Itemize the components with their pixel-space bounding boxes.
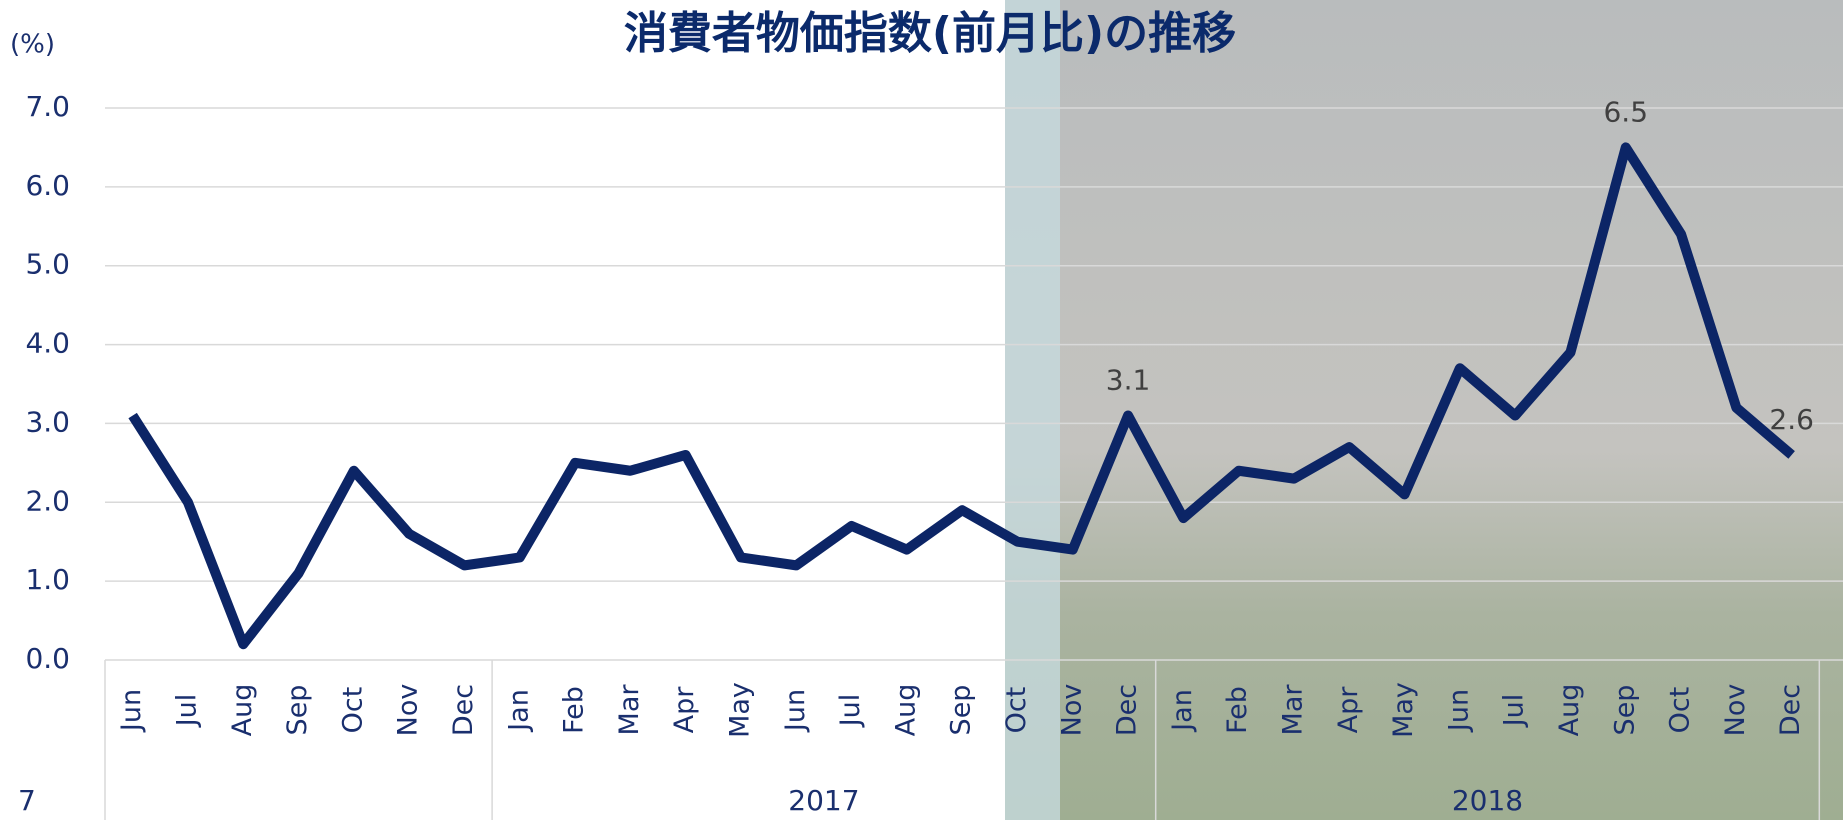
data-label: 2.6 bbox=[1769, 403, 1814, 436]
y-tick-label: 6.0 bbox=[25, 169, 70, 202]
data-label: 3.1 bbox=[1106, 364, 1151, 397]
y-tick-label: 2.0 bbox=[25, 484, 70, 517]
y-tick-label: 5.0 bbox=[25, 248, 70, 281]
x-tick-label: Apr bbox=[1333, 686, 1364, 734]
y-tick-label: 7.0 bbox=[25, 90, 70, 123]
x-tick-label: Mar bbox=[1277, 684, 1308, 736]
x-tick-label: Feb bbox=[1222, 686, 1253, 734]
x-tick-label: Dec bbox=[1112, 684, 1143, 736]
x-tick-label: Jan bbox=[1167, 689, 1198, 733]
x-tick-label: Nov bbox=[393, 684, 424, 737]
y-tick-label: 4.0 bbox=[25, 327, 70, 360]
background-sky bbox=[1005, 0, 1060, 820]
x-tick-label: Aug bbox=[1554, 684, 1585, 737]
x-tick-label: Nov bbox=[1056, 684, 1087, 737]
x-tick-label: Jul bbox=[171, 694, 202, 729]
page-number: 7 bbox=[18, 784, 36, 817]
chart-title: 消費者物価指数(前月比)の推移 bbox=[624, 8, 1236, 59]
x-tick-label: May bbox=[1388, 682, 1419, 738]
x-tick-label: Jun bbox=[1443, 689, 1474, 733]
x-tick-label: Aug bbox=[227, 684, 258, 737]
x-tick-label: Mar bbox=[614, 684, 645, 736]
x-tick-label: Jul bbox=[835, 694, 866, 729]
y-tick-label: 0.0 bbox=[25, 642, 70, 675]
x-tick-label: Jun bbox=[116, 689, 147, 733]
x-tick-label: Feb bbox=[559, 686, 590, 734]
y-tick-label: 3.0 bbox=[25, 405, 70, 438]
x-tick-label: Sep bbox=[1609, 685, 1640, 736]
x-tick-label: Sep bbox=[282, 685, 313, 736]
x-tick-label: Aug bbox=[890, 684, 921, 737]
data-line bbox=[128, 142, 1795, 650]
x-tick-label: Jun bbox=[780, 689, 811, 733]
x-tick-label: Oct bbox=[1001, 687, 1032, 734]
x-tick-label: Nov bbox=[1720, 684, 1751, 737]
y-axis-label: (%) bbox=[10, 30, 55, 60]
y-tick-label: 1.0 bbox=[25, 563, 70, 596]
background-photo bbox=[1005, 0, 1843, 820]
x-tick-label: Jan bbox=[503, 689, 534, 733]
group-label: 2017 bbox=[788, 784, 859, 817]
x-tick-label: Oct bbox=[1665, 687, 1696, 734]
x-tick-label: May bbox=[724, 682, 755, 738]
x-tick-label: Sep bbox=[946, 685, 977, 736]
x-tick-label: Jul bbox=[1499, 694, 1530, 729]
data-label: 6.5 bbox=[1603, 95, 1648, 128]
group-label: 2018 bbox=[1452, 784, 1523, 817]
x-tick-label: Oct bbox=[337, 687, 368, 734]
x-tick-label: Apr bbox=[669, 686, 700, 734]
x-tick-label: Dec bbox=[1775, 684, 1806, 736]
x-tick-label: Dec bbox=[448, 684, 479, 736]
